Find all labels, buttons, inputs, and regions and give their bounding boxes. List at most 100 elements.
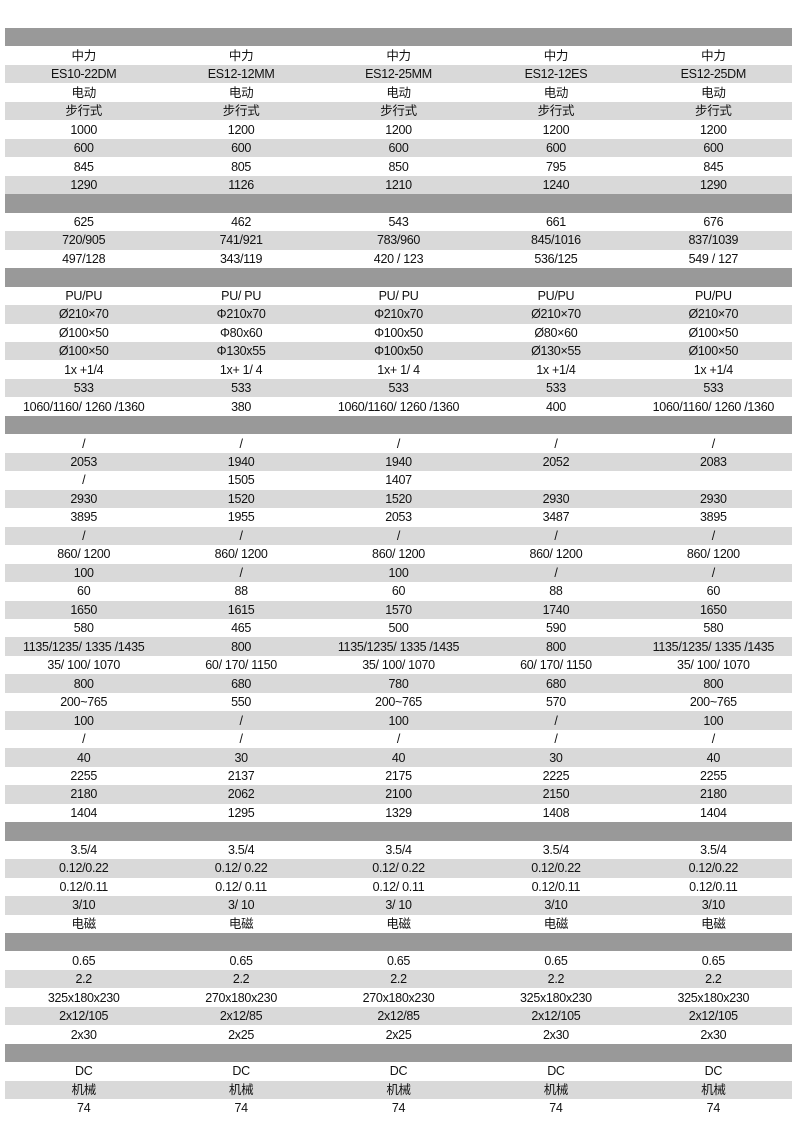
table-cell: 600 (388, 141, 409, 156)
table-row: 1x +1/4 1x+ 1/ 4 1x+ 1/ 4 1x +1/4 1x +1/4 (5, 360, 792, 378)
table-cell: 1x +1/4 (64, 362, 104, 377)
section-header-bar (5, 415, 792, 435)
table-cell: 270x180x230 (205, 990, 277, 1005)
table-cell: 2x30 (700, 1027, 727, 1042)
table-row: PU/PU PU/ PU PU/ PU PU/PU PU/PU (5, 287, 792, 305)
table-row: 325x180x230 270x180x230 270x180x230 325x180… (5, 988, 792, 1006)
table-cell: 270x180x230 (362, 990, 435, 1005)
table-cell: 1200 (385, 122, 412, 137)
table-cell: Φ130x55 (216, 344, 266, 359)
table-cell: 590 (545, 621, 566, 636)
table-cell: 电磁 (386, 916, 411, 931)
spec-table: 中力 中力 中力 中力 中力 ES10-22DM ES12-12MM ES12-25MM ES1… (5, 28, 792, 1118)
table-cell: 机械 (701, 1082, 726, 1097)
table-row: 860/ 1200 860/ 1200 860/ 1200 860/ 1200 860/… (5, 545, 792, 563)
table-cell: Ø100×50 (58, 325, 109, 340)
table-cell: 30 (234, 750, 248, 765)
table-cell: 1135/1235/ 1335 /1435 (652, 639, 775, 654)
table-cell: Φ100x50 (374, 344, 423, 359)
section-header-bar (5, 28, 792, 47)
table-cell: 60/ 170/ 1150 (520, 658, 592, 673)
table-cell: 680 (231, 676, 252, 691)
table-cell: 1290 (70, 177, 97, 192)
table-cell: 2083 (700, 455, 727, 470)
table-cell: 860/ 1200 (529, 547, 583, 562)
table-cell: 1135/1235/ 1335 /1435 (23, 639, 145, 654)
table-cell: 780 (388, 676, 409, 691)
table-cell: / (239, 565, 243, 580)
table-cell: 3/10 (544, 898, 568, 913)
table-cell: 2x30 (542, 1027, 569, 1042)
table-row: 40 30 40 30 40 (5, 748, 792, 767)
table-cell: 325x180x230 (520, 990, 592, 1005)
table-cell: 0.12/ 0.11 (215, 879, 267, 894)
table-cell: 1940 (385, 455, 412, 470)
table-row: 步行式 步行式 步行式 步行式 步行式 (5, 101, 792, 121)
table-cell: 3.5/4 (227, 842, 255, 857)
table-cell: 3/10 (701, 898, 725, 913)
table-cell: / (82, 732, 86, 747)
table-row: / / / / / (5, 434, 792, 452)
table-cell: 2180 (70, 787, 97, 802)
table-cell: 74 (706, 1101, 721, 1116)
table-row: 1000 1200 1200 1200 1200 (5, 120, 792, 138)
table-cell: 800 (73, 676, 94, 691)
table-row: 845 805 850 795 845 (5, 157, 792, 175)
table-cell: 1060/1160/ 1260 /1360 (23, 399, 145, 414)
table-row: 1135/1235/ 1335 /1435 800 1135/1235/ 1335 … (5, 637, 792, 656)
table-cell: 0.12/0.11 (689, 879, 738, 894)
table-cell: 805 (231, 159, 252, 174)
table-cell: Φ80x60 (219, 325, 263, 340)
table-cell: 1520 (385, 491, 412, 506)
table-cell: 1295 (227, 805, 255, 820)
table-cell: 机械 (228, 1082, 254, 1097)
table-cell: 0.65 (229, 953, 253, 968)
table-cell: / (554, 565, 558, 580)
table-cell: 1200 (700, 122, 727, 137)
table-cell: 74 (77, 1101, 91, 1116)
table-cell: Ø100×50 (58, 344, 109, 359)
table-cell: Ø100×50 (688, 325, 739, 340)
table-cell: 2180 (700, 787, 727, 802)
table-cell: 0.12/ 0.22 (372, 861, 425, 876)
table-cell: 步行式 (380, 104, 417, 119)
table-cell: 1135/1235/ 1335 /1435 (337, 639, 460, 654)
table-cell: / (239, 713, 243, 728)
table-row: 0.65 0.65 0.65 0.65 0.65 (5, 951, 792, 969)
table-cell: / (554, 713, 558, 728)
table-row: 3.5/4 3.5/4 3.5/4 3.5/4 3.5/4 (5, 841, 792, 859)
table-cell: 2x12/85 (219, 1009, 263, 1024)
table-cell: 1505 (227, 473, 255, 488)
table-cell: 200~765 (60, 695, 108, 710)
table-cell: / (396, 528, 401, 543)
table-cell: 1x +1/4 (693, 362, 734, 377)
table-cell: 1404 (70, 805, 97, 820)
table-cell: Φ210x70 (374, 307, 423, 322)
table-row: 800 680 780 680 800 (5, 674, 792, 693)
table-cell: PU/PU (537, 288, 575, 303)
table-row: DC DC DC DC DC (5, 1062, 792, 1080)
table-cell: 837/1039 (688, 233, 739, 248)
table-cell: 0.65 (72, 953, 96, 968)
table-cell: 800 (703, 676, 724, 691)
table-cell: PU/PU (694, 288, 732, 303)
table-cell: 2225 (542, 768, 570, 783)
table-cell: 3.5/4 (385, 842, 412, 857)
table-cell: 0.12/0.22 (58, 861, 109, 876)
table-row: 497/128 343/119 420 / 123 536/125 549 / 127 (5, 250, 792, 268)
table-cell: 200~765 (689, 695, 737, 710)
table-cell: 800 (231, 639, 252, 654)
table-cell: 机械 (386, 1082, 411, 1097)
table-cell: 机械 (543, 1082, 569, 1097)
table-row: 1650 1615 1570 1740 1650 (5, 600, 792, 619)
table-cell: 325x180x230 (677, 990, 750, 1005)
table-cell: 机械 (71, 1082, 97, 1097)
table-cell: 电磁 (228, 916, 254, 931)
table-cell: 2930 (70, 491, 97, 506)
section-header-bar (5, 268, 792, 287)
table-row: 0.12/0.22 0.12/ 0.22 0.12/ 0.22 0.12/0.22 0.… (5, 859, 792, 878)
table-cell: / (554, 732, 558, 747)
table-cell: 100 (73, 565, 94, 580)
table-row: 720/905 741/921 783/960 845/1016 837/1039 (5, 231, 792, 250)
table-row: Ø100×50 Φ130x55 Φ100x50 Ø130×55 Ø100×50 (5, 341, 792, 361)
